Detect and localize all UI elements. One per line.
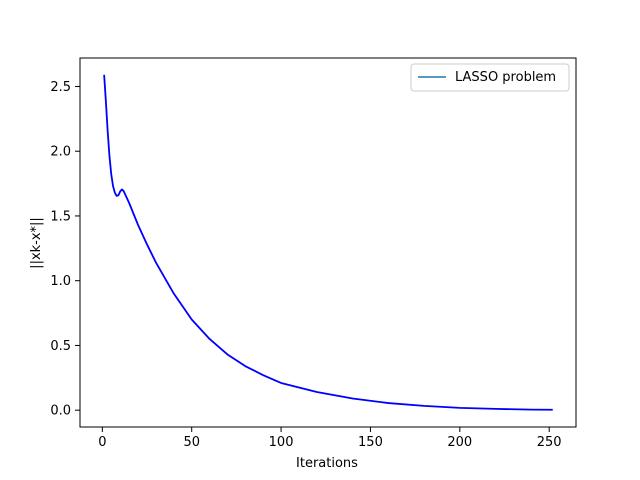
x-tick-label: 200 — [447, 435, 472, 450]
legend-label: LASSO problem — [455, 70, 556, 85]
y-tick-label: 2.0 — [50, 145, 71, 160]
y-axis-label: ||xk-x*|| — [29, 217, 44, 269]
series-line-0 — [103, 74, 553, 411]
x-axis-label: Iterations — [296, 456, 358, 471]
plot-area — [79, 57, 577, 428]
y-tick-label: 1.5 — [50, 209, 71, 224]
y-tick-label: 0.5 — [50, 339, 71, 354]
x-axis: 0 50 100 150 200 250 — [98, 427, 562, 450]
y-tick-label: 1.0 — [50, 274, 71, 289]
legend: LASSO problem — [410, 63, 570, 92]
x-tick-label: 150 — [358, 435, 383, 450]
x-tick-label: 0 — [98, 435, 106, 450]
y-axis: 0.0 0.5 1.0 1.5 2.0 2.5 — [50, 80, 80, 419]
axes-frame — [79, 57, 577, 428]
legend-box — [410, 63, 570, 92]
x-tick-label: 250 — [537, 435, 562, 450]
y-tick-label: 2.5 — [50, 80, 71, 95]
x-tick-label: 50 — [183, 435, 200, 450]
y-tick-label: 0.0 — [50, 404, 71, 419]
x-tick-label: 100 — [269, 435, 294, 450]
